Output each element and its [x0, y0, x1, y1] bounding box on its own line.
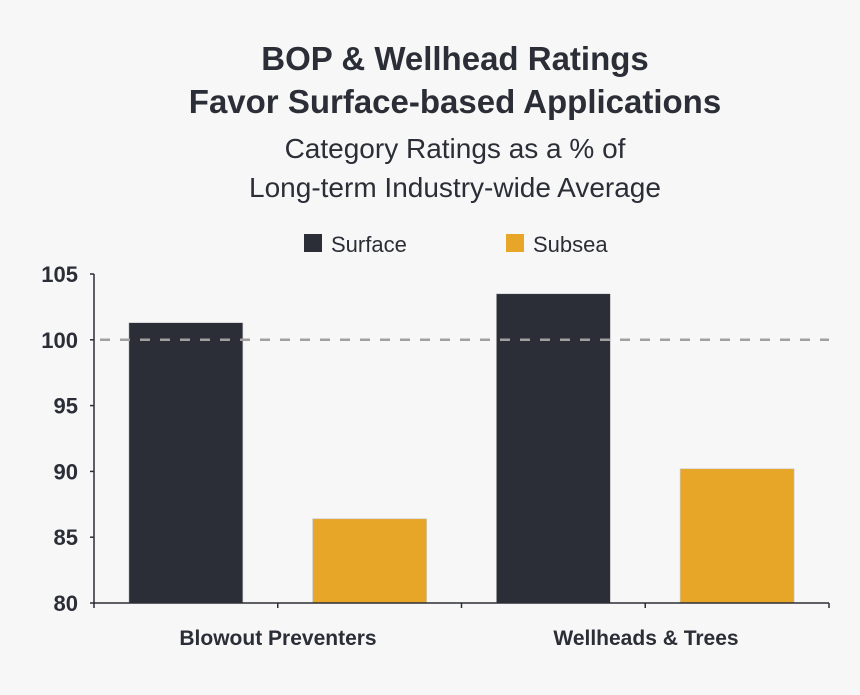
y-tick-label-100: 100 [41, 328, 78, 353]
chart-title-line-2: Favor Surface-based Applications [189, 83, 721, 120]
chart-title-line-1: BOP & Wellhead Ratings [261, 40, 649, 77]
bar-subsea-1 [679, 468, 795, 604]
y-tick-label-85: 85 [54, 525, 78, 550]
legend-label-subsea: Subsea [533, 232, 608, 257]
axes [90, 273, 830, 608]
chart-subtitle-line-2: Long-term Industry-wide Average [249, 172, 661, 203]
legend: Surface Subsea [304, 232, 608, 257]
y-axis-ticks: 80 85 90 95 100 105 [41, 262, 78, 616]
bars [128, 293, 795, 604]
category-label-blowout-preventers: Blowout Preventers [179, 627, 376, 650]
legend-swatch-subsea [506, 234, 524, 252]
y-tick-label-105: 105 [41, 262, 78, 287]
legend-label-surface: Surface [331, 232, 407, 257]
y-tick-label-95: 95 [54, 394, 78, 419]
y-tick-label-80: 80 [54, 591, 78, 616]
legend-swatch-surface [304, 234, 322, 252]
bar-subsea-0 [312, 518, 427, 604]
bar-surface-0 [128, 322, 244, 604]
chart-subtitle-line-1: Category Ratings as a % of [285, 133, 626, 164]
y-tick-label-90: 90 [54, 459, 78, 484]
bar-surface-1 [496, 293, 611, 604]
category-label-wellheads-trees: Wellheads & Trees [553, 627, 738, 650]
